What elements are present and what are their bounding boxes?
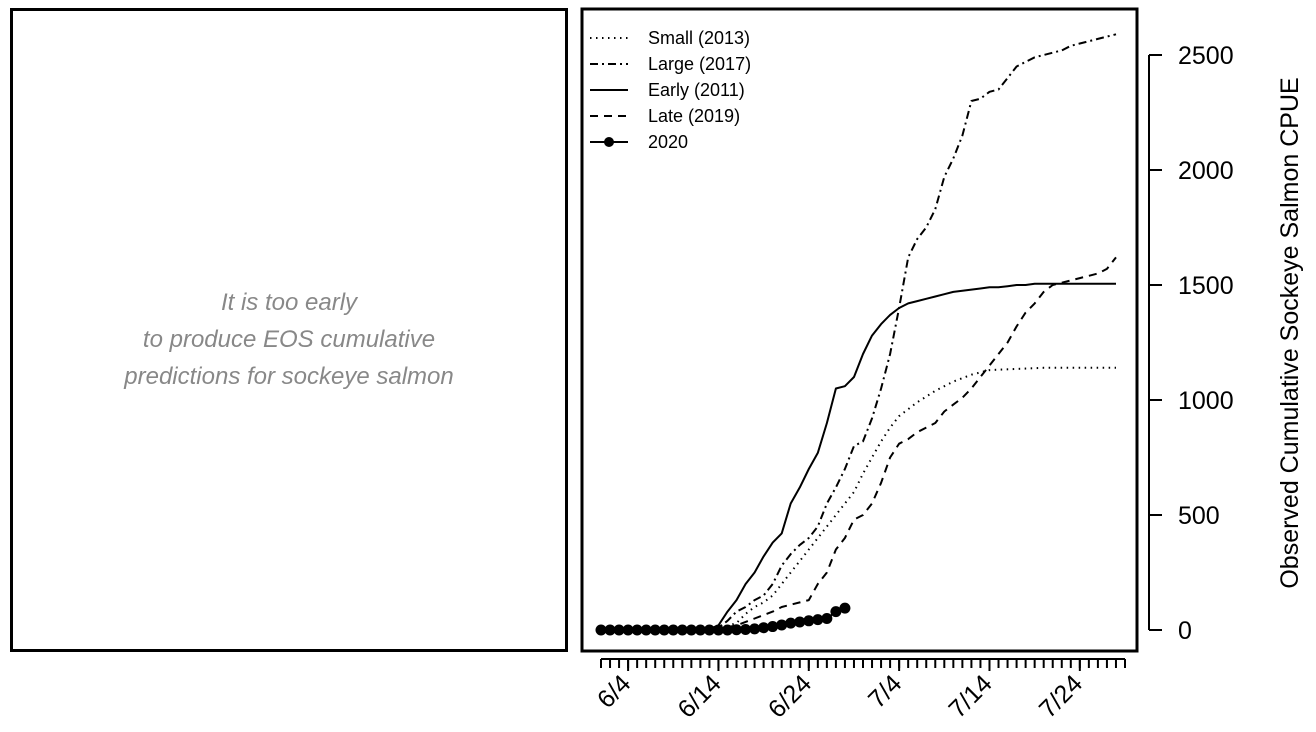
series-point-2020 — [631, 624, 643, 636]
legend-label-2020: 2020 — [648, 132, 688, 152]
y-tick-label: 2500 — [1178, 42, 1234, 70]
series-point-2020 — [685, 624, 697, 636]
y-axis-title: Observed Cumulative Sockeye Salmon CPUE — [1276, 77, 1304, 588]
series-point-2020 — [595, 624, 607, 636]
series-point-2020 — [749, 623, 761, 635]
y-axis: 0 500 1000 1500 2000 2500 — [1148, 42, 1234, 645]
series-line-late-2019 — [600, 256, 1117, 631]
series-point-2020 — [758, 622, 770, 634]
message-line-1: It is too early — [220, 289, 358, 316]
series-point-2020 — [776, 619, 788, 631]
series-point-2020 — [731, 624, 743, 636]
left-panel-message: It is too early to produce EOS cumulativ… — [13, 284, 565, 395]
series-point-2020 — [839, 602, 851, 614]
x-tick-label: 6/14 — [672, 669, 726, 723]
series-line-large-2017 — [600, 33, 1117, 631]
series-point-2020 — [676, 624, 688, 636]
message-line-2: to produce EOS cumulative — [142, 326, 436, 353]
x-tick-label: 6/24 — [763, 669, 817, 723]
message-line-3: predictions for sockeye salmon — [124, 363, 454, 390]
y-tick-label: 500 — [1178, 502, 1220, 530]
x-tick-label: 6/4 — [592, 669, 636, 713]
legend-marker-2020 — [604, 137, 614, 147]
series-point-2020 — [821, 613, 833, 624]
series-point-2020 — [667, 624, 679, 636]
x-tick-label: 7/24 — [1034, 669, 1088, 723]
legend-label-small-2013: Small (2013) — [648, 28, 750, 48]
left-panel: It is too early to produce EOS cumulativ… — [10, 8, 568, 652]
y-tick-label: 1000 — [1178, 387, 1234, 415]
legend-label-large-2017: Large (2017) — [648, 54, 751, 74]
series-line-small-2013 — [600, 366, 1116, 631]
series-point-2020 — [640, 624, 652, 636]
series-point-2020 — [740, 624, 752, 636]
series-layer — [595, 33, 1117, 636]
y-tick-label: 1500 — [1178, 272, 1234, 300]
x-tick-label: 7/14 — [944, 669, 998, 723]
x-tick-label: 7/4 — [863, 669, 907, 713]
x-axis: 6/4 6/14 6/24 7/4 7/14 7/24 — [592, 658, 1126, 724]
legend: Small (2013) Large (2017) Early (2011) Late… — [590, 28, 751, 152]
series-point-2020 — [794, 616, 806, 628]
series-line-early-2011 — [600, 282, 1116, 631]
series-point-2020 — [613, 624, 625, 636]
series-point-2020 — [812, 614, 824, 626]
y-tick-label: 2000 — [1178, 157, 1234, 185]
series-point-2020 — [767, 621, 779, 633]
series-point-2020 — [622, 624, 634, 636]
series-point-2020 — [649, 624, 661, 636]
y-tick-label: 0 — [1178, 617, 1192, 645]
series-point-2020 — [830, 606, 842, 618]
legend-label-late-2019: Late (2019) — [648, 106, 740, 126]
plot-frame — [580, 7, 1139, 653]
series-point-2020 — [604, 624, 616, 636]
series-point-2020 — [658, 624, 670, 636]
series-point-2020 — [721, 624, 733, 636]
series-point-2020 — [694, 624, 706, 636]
series-point-2020 — [785, 617, 797, 629]
series-point-2020 — [803, 615, 815, 627]
series-point-2020 — [703, 624, 715, 636]
legend-label-early-2011: Early (2011) — [648, 80, 745, 100]
series-point-2020 — [712, 624, 724, 636]
